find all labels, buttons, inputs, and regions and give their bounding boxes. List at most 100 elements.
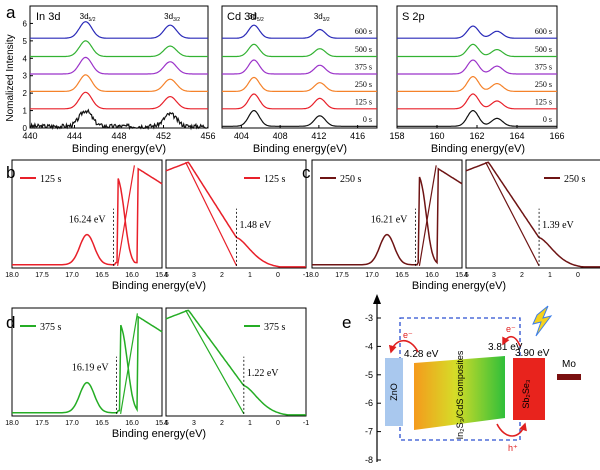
edge-right-xtick: 2 — [220, 272, 224, 279]
edge-left-curve — [312, 167, 463, 266]
level-sbse-value: 3.90 eV — [515, 348, 550, 359]
cd3d-frame — [221, 5, 378, 129]
s2p-curves — [397, 25, 557, 127]
panel-letter-b: b — [6, 163, 15, 182]
edge-right-xtick: 3 — [492, 272, 496, 279]
mo-label: Mo — [562, 359, 576, 370]
edge-left-tangent — [418, 165, 437, 266]
s2p-xticks: 158 160 162 164 166 — [389, 125, 565, 141]
edge-left-xtick: 17.0 — [65, 420, 79, 427]
edge-xlabel: Binding energy(eV) — [412, 280, 506, 292]
edge-left-curve — [12, 315, 163, 414]
edge-right-xtick: 0 — [276, 420, 280, 427]
e-ytick-label: -7 — [365, 427, 373, 437]
panel-c: 16.21 eV 18.0 17.5 17.0 16.5 16.0 15.5 250 s 1.3… — [305, 159, 600, 292]
composite-block — [414, 356, 505, 430]
xps-curve-125s — [222, 93, 377, 110]
edge-xlabel: Binding energy(eV) — [112, 428, 206, 440]
edge-right-curve — [165, 309, 306, 416]
edge-right-xtick: 1 — [248, 420, 252, 427]
level-zno-label: 4.28 eV — [404, 349, 439, 360]
edge-left-tangent — [117, 165, 135, 266]
xtick-label: 452 — [156, 131, 171, 141]
peak-label: 3d5/2 — [248, 12, 264, 23]
sbse-label: Sb₂Se₃ — [521, 379, 531, 409]
electron-label-left: e⁻ — [403, 330, 413, 340]
panel-a-ylabel: Nomalized Intensity — [5, 34, 16, 121]
edge-left-value: 16.19 eV — [72, 363, 109, 374]
edge-right-xtick: -1 — [303, 272, 309, 279]
ytick-label: 5 — [23, 37, 28, 46]
edge-left-xtick: 15.5 — [155, 272, 169, 279]
edge-left-frame — [11, 307, 163, 417]
e-yticks: -3 -4 -5 -6 -7 -8 — [365, 313, 381, 465]
edge-right-xtick: 0 — [276, 272, 280, 279]
panel-e: -3 -4 -5 -6 -7 -8 ZnO In₂S₃/CdS composites Sb… — [365, 294, 581, 465]
edge-left-xtick: 16.0 — [425, 272, 439, 279]
e-arrow-electron-left — [388, 339, 419, 354]
xps-curve-125s — [397, 93, 557, 110]
edge-left-frame — [11, 159, 163, 269]
xps-curve-375s — [30, 56, 208, 75]
xtick-label: 456 — [200, 131, 215, 141]
zno-block — [385, 358, 403, 426]
edge-left-xtick: 18.0 — [5, 272, 19, 279]
cd3d-title: Cd 3d — [227, 11, 256, 23]
edge-left-tangent — [120, 313, 138, 414]
xtick-label: 160 — [429, 131, 444, 141]
s2p-frame — [396, 5, 558, 129]
peak-label: 3d3/2 — [164, 12, 180, 23]
series-label: 250 s — [355, 80, 372, 89]
edge-left-frame — [311, 159, 463, 269]
panel-letter-d: d — [6, 313, 15, 332]
electron-label-right: e⁻ — [506, 324, 516, 334]
edge-left-xtick: 17.5 — [35, 420, 49, 427]
s2p-xlabel: Binding energy(eV) — [431, 143, 525, 155]
edge-left-curve — [12, 167, 163, 266]
edge-left-xtick: 16.0 — [125, 420, 139, 427]
e-arrow-electron-right — [502, 335, 521, 347]
edge-right-xtick: 4 — [164, 272, 168, 279]
series-label: 600 s — [355, 27, 372, 36]
ytick-label: 0 — [23, 124, 28, 133]
xtick-label: 158 — [389, 131, 404, 141]
xps-curve-500s — [397, 43, 557, 58]
in3d-xticks: 440 444 448 452 456 — [22, 125, 216, 141]
e-y-axis-arrow — [373, 294, 381, 304]
edge-right-xtick: 2 — [220, 420, 224, 427]
edge-left-xtick: 16.5 — [95, 420, 109, 427]
zno-label: ZnO — [389, 383, 399, 401]
edge-left-xtick: 16.5 — [395, 272, 409, 279]
legend-label-right: 250 s — [564, 174, 586, 185]
edge-right-frame — [165, 307, 307, 417]
ytick-label: 1 — [23, 107, 28, 116]
edge-right-value: 1.39 eV — [542, 220, 574, 231]
light-icon — [532, 305, 553, 337]
series-label: 600 s — [535, 27, 552, 36]
xps-curve-375s — [397, 59, 557, 75]
xps-curve-250s — [397, 76, 557, 92]
panel-letter-a: a — [6, 3, 16, 22]
edge-left-xtick: 17.0 — [365, 272, 379, 279]
cd3d-curves — [222, 24, 377, 127]
panel-letter-e: e — [342, 313, 351, 332]
edge-left-xtick: 18.0 — [5, 420, 19, 427]
xps-curve-600s — [222, 24, 377, 39]
cd3d-peak-labels: 3d5/2 3d3/2 — [248, 12, 330, 23]
xps-curve-0s — [397, 110, 557, 127]
in3d-frame — [29, 5, 209, 129]
edge-right-xtick: 3 — [192, 420, 196, 427]
xps-curve-125s — [30, 91, 208, 110]
cd3d-xlabel: Binding energy(eV) — [253, 143, 347, 155]
legend-label-left: 250 s — [340, 174, 362, 185]
e-arrow-hole — [496, 422, 527, 437]
series-label: 0 s — [363, 115, 372, 124]
xps-curve-600s — [397, 25, 557, 39]
edge-right-xtick: 4 — [164, 420, 168, 427]
e-ytick-label: -4 — [365, 341, 373, 351]
edge-right-xtick: 3 — [192, 272, 196, 279]
edge-right-xtick: 1 — [248, 272, 252, 279]
edge-right-tangent — [185, 161, 238, 267]
